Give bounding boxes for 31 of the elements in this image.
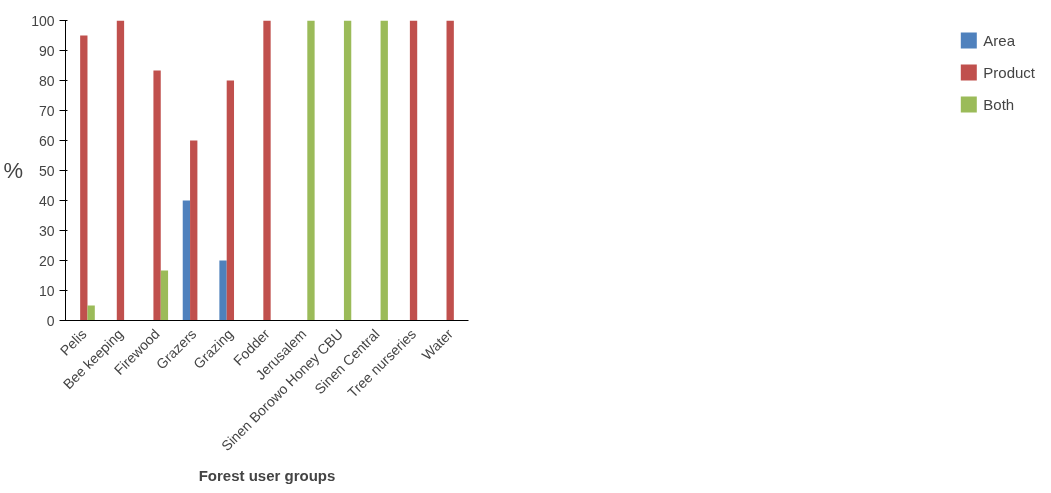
x-axis-title: Forest user groups <box>198 467 336 485</box>
bar <box>87 305 95 321</box>
y-axis-title: % <box>3 158 24 183</box>
legend-label: Product <box>983 63 1035 81</box>
bar <box>343 20 352 321</box>
bar <box>219 260 227 321</box>
bar <box>380 20 388 321</box>
bar <box>226 80 235 321</box>
y-tick-label: 50 <box>38 162 55 179</box>
bar <box>263 20 271 321</box>
bar <box>153 70 161 321</box>
y-tick-label: 20 <box>38 252 55 269</box>
y-tick-label: 90 <box>38 42 55 59</box>
bar <box>190 140 198 321</box>
y-tick-label: 70 <box>38 102 55 119</box>
y-tick-label: 0 <box>46 312 55 329</box>
bar <box>80 35 88 321</box>
y-tick-label: 30 <box>38 222 55 239</box>
y-tick-label: 40 <box>38 192 55 209</box>
bar <box>307 20 315 321</box>
y-tick-label: 80 <box>38 72 55 89</box>
y-tick-label: 10 <box>38 282 55 299</box>
y-tick-label: 60 <box>38 132 55 149</box>
legend-label: Both <box>983 95 1015 113</box>
y-tick-label: 100 <box>31 12 55 29</box>
bar <box>160 270 169 321</box>
bar <box>409 20 418 321</box>
bar <box>446 20 454 321</box>
legend-label: Area <box>983 31 1015 49</box>
bar <box>182 200 191 321</box>
bar <box>116 20 125 321</box>
